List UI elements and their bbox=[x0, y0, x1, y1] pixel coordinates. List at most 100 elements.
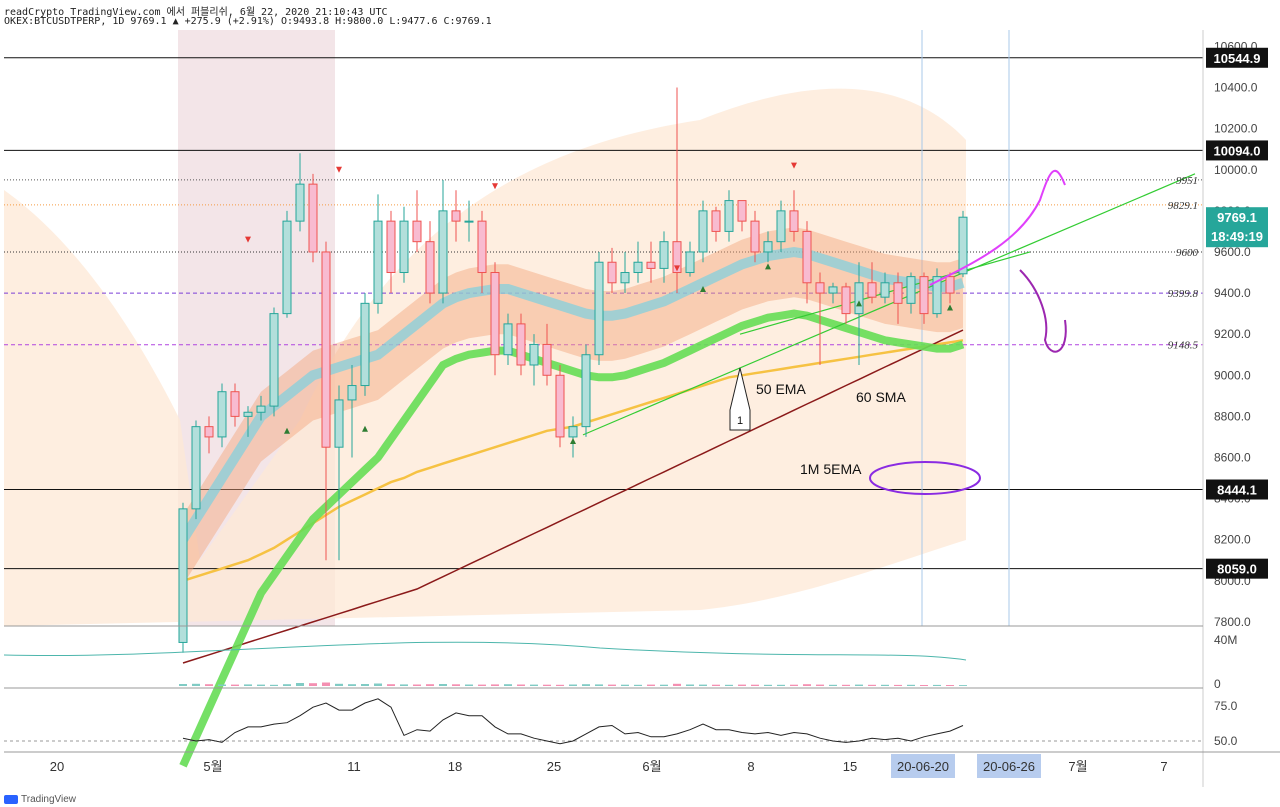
volume-bar bbox=[842, 684, 850, 686]
candle-body bbox=[750, 220, 760, 253]
candle-body bbox=[386, 220, 396, 274]
volume-bar bbox=[933, 684, 941, 686]
price-box-label: 8444.1 bbox=[1217, 483, 1257, 498]
candle-body bbox=[269, 313, 279, 407]
hand-drawn-up-arrow bbox=[929, 170, 1066, 286]
volume-bar bbox=[816, 684, 824, 686]
candle-42 bbox=[724, 190, 734, 242]
candle-58 bbox=[932, 268, 942, 318]
candle-body bbox=[542, 343, 552, 376]
volume-bar bbox=[231, 684, 239, 686]
candle-body bbox=[295, 183, 305, 222]
volume-bar bbox=[738, 684, 746, 686]
volume-bar bbox=[868, 684, 876, 686]
candle-34 bbox=[620, 251, 630, 294]
x-tick-label: 7 bbox=[1160, 759, 1167, 774]
x-tick-label: 20-06-20 bbox=[897, 759, 949, 774]
x-tick-label: 5월 bbox=[203, 759, 222, 774]
volume-bar bbox=[777, 684, 785, 686]
volume-bar bbox=[595, 684, 603, 686]
candle-41 bbox=[711, 206, 721, 242]
level-label: 9951 bbox=[1176, 175, 1198, 187]
candle-19 bbox=[425, 221, 435, 304]
candle-39 bbox=[685, 241, 695, 277]
y-tick-label: 9600.0 bbox=[1214, 245, 1251, 259]
price-box bbox=[1206, 47, 1268, 68]
volume-bar bbox=[959, 685, 967, 686]
candle-3 bbox=[217, 383, 227, 448]
candle-body bbox=[867, 282, 877, 298]
volume-bar bbox=[504, 684, 512, 686]
candle-10 bbox=[308, 173, 318, 263]
level-label: 9600 bbox=[1176, 247, 1199, 259]
signal-marker-10 bbox=[856, 300, 862, 307]
volume-bar bbox=[543, 684, 551, 686]
bollinger-envelope bbox=[4, 88, 966, 626]
candle-body bbox=[425, 241, 435, 294]
volume-bar bbox=[582, 684, 590, 686]
candle-body bbox=[308, 183, 318, 253]
candle-body bbox=[854, 282, 864, 315]
candle-44 bbox=[750, 210, 760, 263]
signal-marker-11 bbox=[947, 304, 953, 311]
volume-bar bbox=[322, 682, 330, 686]
candle-45 bbox=[763, 231, 773, 263]
volume-bar bbox=[647, 684, 655, 686]
volume-bar bbox=[946, 685, 954, 686]
candle-52 bbox=[854, 262, 864, 365]
signal-marker-7 bbox=[570, 438, 576, 445]
y-tick-label: 10400.0 bbox=[1214, 81, 1258, 95]
candle-body bbox=[620, 272, 630, 284]
candle-57 bbox=[919, 272, 929, 324]
price-box bbox=[1206, 558, 1268, 579]
price-box-label: 10544.9 bbox=[1214, 51, 1261, 66]
candle-31 bbox=[581, 344, 591, 437]
candle-body bbox=[412, 220, 422, 243]
candle-13 bbox=[347, 364, 357, 458]
brand-label: TradingView bbox=[21, 794, 77, 805]
candle-49 bbox=[815, 272, 825, 365]
rsi-line bbox=[182, 698, 964, 745]
signal-marker-0 bbox=[245, 236, 251, 243]
candle-30 bbox=[568, 416, 578, 458]
candle-body bbox=[880, 282, 890, 298]
candle-11 bbox=[321, 241, 331, 561]
candle-43 bbox=[737, 200, 747, 232]
candle-59 bbox=[945, 272, 955, 304]
candle-body bbox=[841, 286, 851, 315]
price-box-label: 10094.0 bbox=[1214, 143, 1261, 158]
level-label: 9399.8 bbox=[1168, 288, 1199, 300]
volume-bar bbox=[829, 684, 837, 686]
candle-32 bbox=[594, 251, 604, 365]
signal-marker-2 bbox=[492, 183, 498, 190]
volume-bar bbox=[790, 684, 798, 686]
volume-bar bbox=[400, 684, 408, 686]
candle-14 bbox=[360, 293, 370, 396]
x-tick-label: 7월 bbox=[1068, 759, 1087, 774]
y-tick-label: 7800.0 bbox=[1214, 615, 1251, 629]
signal-marker-1 bbox=[336, 166, 342, 173]
volume-bar bbox=[478, 684, 486, 686]
candle-54 bbox=[880, 272, 890, 304]
current-price-box bbox=[1206, 207, 1268, 248]
level-label: 9829.1 bbox=[1168, 200, 1198, 212]
volume-bar bbox=[283, 684, 291, 686]
volume-bar bbox=[205, 684, 213, 686]
volume-bar bbox=[335, 683, 343, 686]
volume-bar bbox=[855, 684, 863, 686]
candle-body bbox=[334, 399, 344, 448]
hand-drawn-circle bbox=[869, 461, 981, 495]
candle-body bbox=[802, 230, 812, 284]
publisher-line: readCrypto TradingView.com 에서 퍼블리쉬, 6월 2… bbox=[4, 7, 388, 18]
x-tick-label: 8 bbox=[747, 759, 754, 774]
candle-27 bbox=[529, 334, 539, 386]
tradingview-logo[interactable]: TradingView bbox=[4, 794, 76, 805]
candle-5 bbox=[243, 406, 253, 437]
candle-body bbox=[607, 261, 617, 284]
candle-29 bbox=[555, 364, 565, 448]
volume-bar bbox=[517, 684, 525, 686]
candle-body bbox=[932, 276, 942, 315]
volume-bar bbox=[491, 684, 499, 686]
volume-bar bbox=[179, 684, 187, 686]
